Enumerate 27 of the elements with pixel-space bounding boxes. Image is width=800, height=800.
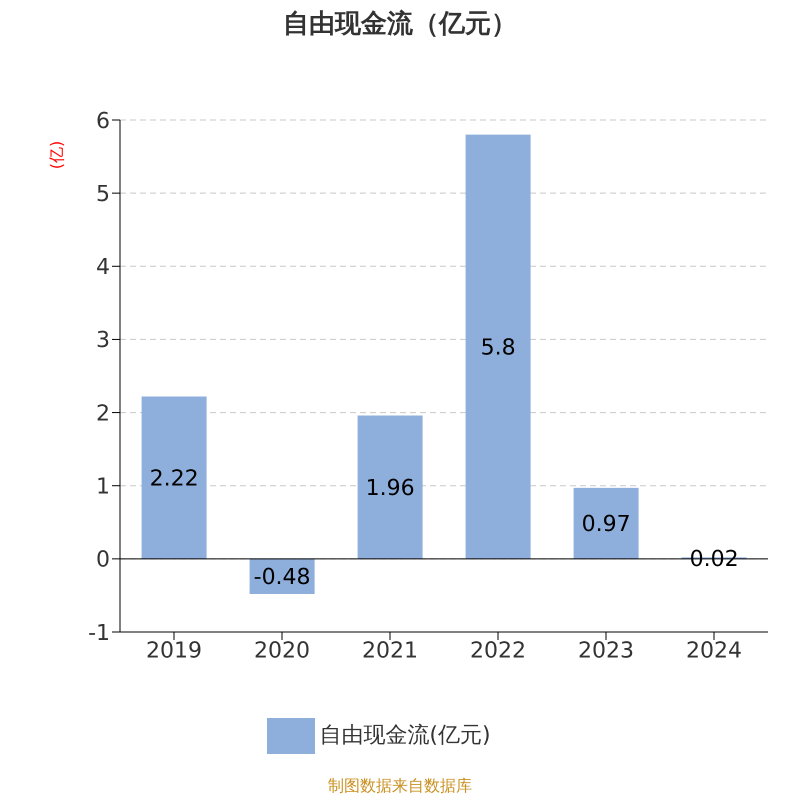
y-tick-label: 1 <box>96 474 110 500</box>
bar <box>358 415 423 559</box>
text: 制图数据来自数据库 <box>327 776 473 797</box>
x-tick-label: 2020 <box>254 638 310 664</box>
y-tick-label: 3 <box>96 328 110 354</box>
data-label: 0.97 <box>582 512 631 538</box>
x-tick-label: 2021 <box>362 638 418 664</box>
data-label: 2.22 <box>150 466 199 492</box>
x-tick-label: 2023 <box>578 638 634 664</box>
y-tick-label: 2 <box>96 401 110 426</box>
data-label: -0.48 <box>254 565 311 590</box>
data-label: 1.96 <box>366 476 415 501</box>
bar <box>466 134 531 559</box>
y-tick-label: -1 <box>88 620 110 646</box>
y-tick-label: 0 <box>96 548 110 573</box>
legend-label: 自由现金流(亿元) <box>319 723 491 748</box>
bar <box>142 396 207 559</box>
y-tick-label: 4 <box>96 255 110 280</box>
x-tick-label: 2022 <box>470 638 526 664</box>
bar <box>574 488 639 559</box>
data-label: 5.8 <box>480 336 516 361</box>
y-axis-title: (亿) <box>47 140 66 170</box>
y-tick-label: 6 <box>96 108 110 134</box>
chart-title: 自由现金流（亿元） <box>282 8 518 41</box>
x-tick-label: 2024 <box>686 638 742 664</box>
x-tick-label: 2019 <box>146 638 202 664</box>
y-tick-label: 5 <box>96 182 110 207</box>
